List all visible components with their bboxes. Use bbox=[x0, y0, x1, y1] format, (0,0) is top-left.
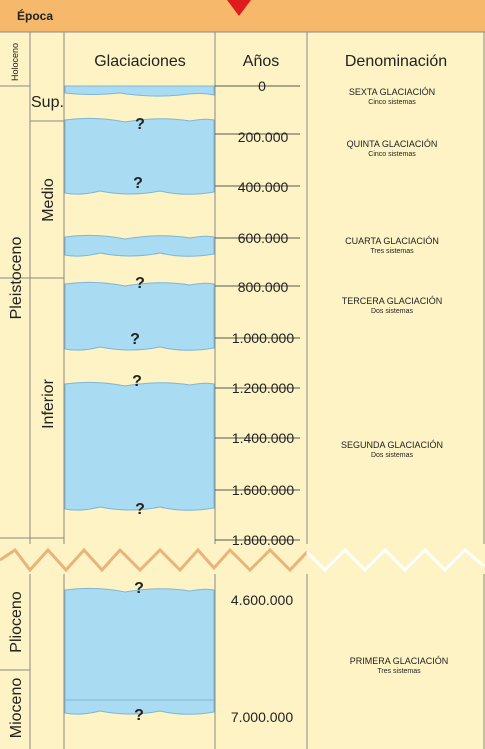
epoch-mioceno: Mioceno bbox=[8, 678, 25, 739]
glaciation-name: SEGUNDA GLACIACIÓN bbox=[341, 440, 443, 450]
year-label: 1.000.000 bbox=[232, 330, 294, 346]
column-header-anos: Años bbox=[243, 53, 279, 70]
unknown-marks: ? ? ? ? ? ? ? ? bbox=[130, 116, 145, 724]
epoch-plioceno: Plioceno bbox=[8, 591, 25, 652]
grid-lines bbox=[0, 31, 485, 749]
pointer-arrow-icon bbox=[227, 0, 251, 16]
glaciation-name: QUINTA GLACIACIÓN bbox=[347, 139, 438, 149]
year-label: 1.400.000 bbox=[232, 430, 294, 446]
question-mark: ? bbox=[134, 707, 144, 724]
subdivision-medio: Medio bbox=[40, 178, 57, 222]
question-mark: ? bbox=[132, 373, 142, 390]
question-mark: ? bbox=[135, 116, 145, 133]
year-labels: 0 200.000 400.000 600.000 800.000 1.000.… bbox=[231, 78, 294, 725]
glaciation-detail: Tres sistemas bbox=[370, 248, 414, 255]
ice-band-primera-b bbox=[64, 699, 215, 715]
question-mark: ? bbox=[135, 275, 145, 292]
year-label: 7.000.000 bbox=[231, 709, 293, 725]
year-label: 200.000 bbox=[238, 129, 289, 145]
year-label: 1.200.000 bbox=[232, 380, 294, 396]
epoch-pleistoceno: Pleistoceno bbox=[8, 237, 25, 320]
question-mark: ? bbox=[133, 175, 143, 192]
glaciation-detail: Cinco sistemas bbox=[368, 151, 416, 158]
break-line-left bbox=[0, 547, 309, 573]
epoca-label: Época bbox=[17, 8, 53, 23]
ice-band-primera-a bbox=[64, 587, 215, 701]
break-line-right bbox=[305, 547, 485, 573]
year-label: 600.000 bbox=[238, 230, 289, 246]
subdivision-inferior: Inferior bbox=[40, 378, 57, 428]
question-mark: ? bbox=[130, 331, 140, 348]
ice-layers bbox=[64, 85, 215, 715]
glaciation-detail: Dos sistemas bbox=[371, 452, 414, 459]
glaciation-name: PRIMERA GLACIACIÓN bbox=[350, 656, 449, 666]
epoch-holoceno: Holoceno bbox=[10, 43, 20, 81]
question-mark: ? bbox=[135, 501, 145, 518]
ice-band-segunda bbox=[64, 381, 215, 511]
column-header-denominacion: Denominación bbox=[345, 53, 447, 70]
ice-band-quinta bbox=[64, 117, 215, 195]
year-label: 1.600.000 bbox=[232, 482, 294, 498]
time-break bbox=[0, 544, 485, 574]
year-label: 400.000 bbox=[238, 179, 289, 195]
glaciation-detail: Dos sistemas bbox=[371, 308, 414, 315]
year-label: 800.000 bbox=[238, 279, 289, 295]
glaciation-detail: Cinco sistemas bbox=[368, 99, 416, 106]
subdivision-superior: Sup. bbox=[31, 94, 64, 111]
glaciation-detail: Tres sistemas bbox=[377, 668, 421, 675]
glaciation-name: SEXTA GLACIACIÓN bbox=[349, 87, 435, 97]
ice-band-cuarta bbox=[64, 234, 215, 257]
denominations: SEXTA GLACIACIÓN Cinco sistemas QUINTA G… bbox=[341, 87, 448, 675]
year-label: 4.600.000 bbox=[231, 592, 293, 608]
question-mark: ? bbox=[134, 580, 144, 597]
ice-band-tercera bbox=[64, 281, 215, 351]
ice-band-sexta bbox=[64, 85, 215, 97]
year-label: 0 bbox=[258, 78, 266, 94]
column-header-glaciaciones: Glaciaciones bbox=[94, 53, 186, 70]
glaciation-name: CUARTA GLACIACIÓN bbox=[345, 236, 439, 246]
year-ticks bbox=[215, 85, 300, 541]
glaciation-name: TERCERA GLACIACIÓN bbox=[342, 296, 443, 306]
year-label: 1.800.000 bbox=[232, 532, 294, 548]
